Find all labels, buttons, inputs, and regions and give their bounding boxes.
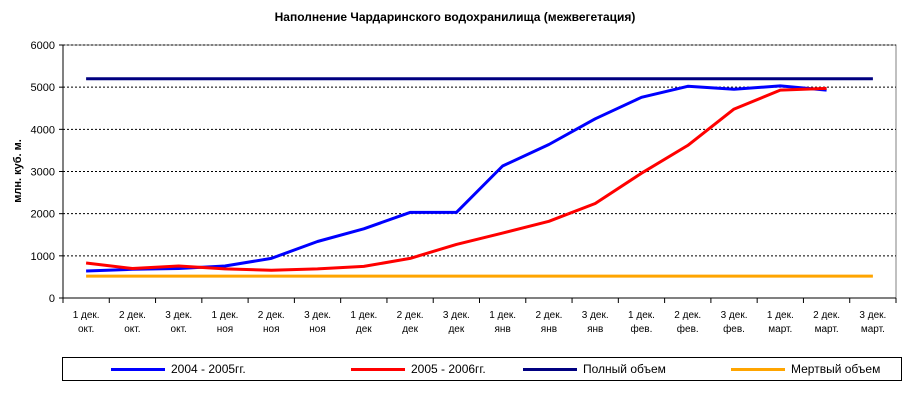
x-tick-label: 1 дек. дек — [350, 310, 377, 335]
x-tick-label: 3 дек. ноя — [304, 310, 331, 335]
legend-label: 2005 - 2006гг. — [411, 362, 486, 376]
legend-label: 2004 - 2005гг. — [171, 362, 246, 376]
chart-title: Наполнение Чардаринского водохранилища (… — [274, 10, 636, 24]
y-tick-label: 3000 — [31, 167, 55, 179]
y-tick-label: 4000 — [31, 124, 55, 136]
x-tick-label: 1 дек. янв — [489, 310, 516, 335]
legend-item: Полный объем — [523, 358, 666, 380]
legend-swatch — [731, 367, 785, 371]
grid-layer — [62, 44, 897, 299]
legend-label: Полный объем — [583, 362, 666, 376]
y-tick-label: 0 — [49, 293, 55, 305]
x-tick-label: 2 дек. окт. — [119, 310, 146, 335]
x-tick-label: 2 дек. март. — [813, 310, 840, 335]
legend-item: Мертвый объем — [731, 358, 880, 380]
x-tick-label: 3 дек. фев. — [721, 310, 748, 335]
legend-swatch — [523, 367, 577, 371]
legend: 2004 - 2005гг. 2005 - 2006гг. Полный объем… — [62, 357, 902, 381]
legend-label: Мертвый объем — [791, 362, 881, 376]
x-tick-label: 3 дек. окт. — [165, 310, 192, 335]
x-tick-label: 1 дек. ноя — [212, 310, 239, 335]
legend-item: 2005 - 2006гг. — [351, 358, 486, 380]
legend-swatch — [351, 367, 405, 371]
x-tick-label: 2 дек. фев. — [674, 310, 701, 335]
y-tick-label: 1000 — [31, 251, 55, 263]
y-tick-label: 5000 — [31, 82, 55, 94]
x-tick-label: 3 дек. дек — [443, 310, 470, 335]
y-axis-label: млн. куб. м. — [12, 139, 24, 203]
x-tick-label: 1 дек. фев. — [628, 310, 655, 335]
y-tick-label: 6000 — [31, 40, 55, 52]
x-tick-label: 3 дек. янв — [582, 310, 609, 335]
axis-layer: 0 1000 2000 3000 4000 5000 6000 1 дек. окт. 2 дек… — [31, 40, 897, 335]
x-tick-label: 2 дек. ноя — [258, 310, 285, 335]
x-tick-label: 2 дек. дек — [397, 310, 424, 335]
x-tick-label: 3 дек. март. — [859, 310, 886, 335]
x-tick-label: 1 дек. окт. — [73, 310, 100, 335]
x-tick-label: 1 дек. март. — [767, 310, 794, 335]
series-layer — [85, 77, 873, 278]
series-line-2 — [85, 86, 827, 272]
legend-item: 2004 - 2005гг. — [111, 358, 246, 380]
x-tick-label: 2 дек. янв — [535, 310, 562, 335]
legend-swatch — [111, 367, 165, 371]
y-tick-label: 2000 — [31, 209, 55, 221]
